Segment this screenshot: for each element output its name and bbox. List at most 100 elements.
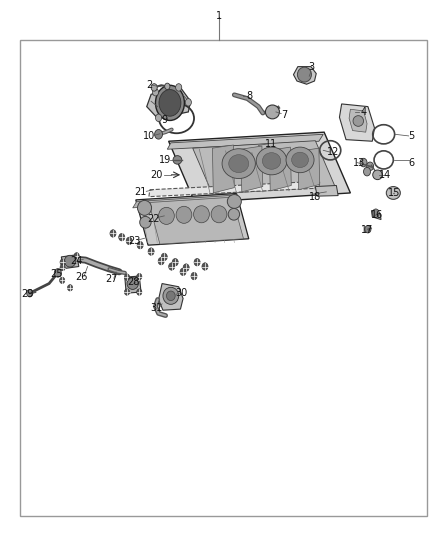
Ellipse shape (159, 90, 181, 116)
Text: 19: 19 (159, 155, 172, 165)
Ellipse shape (360, 158, 367, 167)
Circle shape (137, 289, 142, 295)
Polygon shape (136, 193, 249, 245)
Text: 15: 15 (388, 188, 400, 198)
Text: 20: 20 (151, 170, 163, 180)
Circle shape (148, 248, 154, 255)
Circle shape (110, 230, 116, 237)
Circle shape (74, 253, 79, 259)
Ellipse shape (292, 152, 308, 167)
Text: 25: 25 (51, 269, 63, 279)
Polygon shape (293, 67, 316, 84)
Polygon shape (349, 109, 367, 132)
Circle shape (137, 241, 143, 249)
Ellipse shape (372, 209, 379, 217)
Ellipse shape (155, 114, 162, 122)
Ellipse shape (211, 206, 227, 223)
Text: 1: 1 (216, 11, 222, 21)
Polygon shape (61, 255, 79, 269)
Polygon shape (169, 132, 350, 203)
Ellipse shape (140, 216, 151, 228)
Text: 30: 30 (176, 288, 188, 298)
Circle shape (60, 259, 65, 265)
Ellipse shape (256, 147, 287, 175)
Polygon shape (193, 141, 335, 194)
Circle shape (172, 259, 178, 266)
Text: 28: 28 (127, 278, 140, 287)
Circle shape (126, 237, 132, 245)
Ellipse shape (163, 287, 179, 304)
Text: 7: 7 (282, 110, 288, 119)
Circle shape (194, 259, 200, 266)
Ellipse shape (373, 170, 382, 180)
Text: 21: 21 (134, 187, 146, 197)
Ellipse shape (173, 156, 182, 164)
Ellipse shape (185, 99, 191, 106)
Ellipse shape (286, 147, 314, 173)
Ellipse shape (176, 206, 192, 223)
Ellipse shape (176, 84, 182, 91)
Ellipse shape (54, 269, 61, 277)
Text: 10: 10 (143, 131, 155, 141)
Text: 13: 13 (353, 158, 365, 167)
Circle shape (67, 285, 73, 291)
Polygon shape (371, 211, 381, 220)
Text: 22: 22 (147, 214, 159, 223)
Ellipse shape (166, 291, 175, 301)
Ellipse shape (297, 67, 311, 82)
Text: 6: 6 (409, 158, 415, 167)
Polygon shape (315, 185, 338, 196)
Ellipse shape (165, 83, 170, 90)
Circle shape (119, 233, 125, 241)
Ellipse shape (222, 149, 255, 179)
Ellipse shape (194, 206, 209, 223)
Ellipse shape (227, 195, 241, 208)
Ellipse shape (155, 130, 162, 139)
Ellipse shape (229, 155, 249, 173)
Circle shape (180, 268, 186, 276)
Text: 5: 5 (409, 131, 415, 141)
Text: 3: 3 (308, 62, 314, 71)
Ellipse shape (138, 200, 152, 215)
Ellipse shape (365, 225, 371, 233)
Polygon shape (339, 104, 374, 141)
Circle shape (124, 289, 130, 295)
Circle shape (158, 257, 164, 265)
Bar (20, 40, 427, 516)
Text: 8: 8 (247, 91, 253, 101)
Circle shape (161, 253, 167, 261)
Polygon shape (125, 276, 141, 293)
Ellipse shape (152, 88, 159, 96)
Text: 23: 23 (129, 236, 141, 246)
Ellipse shape (367, 162, 374, 171)
Text: 4: 4 (360, 107, 367, 117)
Circle shape (137, 273, 142, 280)
Polygon shape (269, 147, 291, 191)
Text: 16: 16 (371, 211, 383, 220)
Text: 27: 27 (106, 274, 118, 284)
Text: 11: 11 (265, 139, 278, 149)
Text: 18: 18 (309, 192, 321, 202)
Ellipse shape (265, 105, 279, 119)
Polygon shape (298, 148, 320, 190)
Ellipse shape (127, 278, 138, 289)
Polygon shape (147, 86, 191, 118)
Ellipse shape (353, 116, 364, 126)
Text: 17: 17 (361, 225, 373, 235)
Circle shape (124, 274, 130, 280)
Polygon shape (241, 146, 263, 192)
Ellipse shape (64, 255, 76, 267)
Ellipse shape (262, 152, 281, 169)
Polygon shape (133, 195, 236, 208)
Ellipse shape (27, 289, 33, 297)
Polygon shape (159, 284, 183, 310)
Ellipse shape (159, 207, 174, 224)
Circle shape (60, 264, 65, 271)
Ellipse shape (386, 187, 400, 199)
Text: 2: 2 (146, 80, 152, 90)
Text: 24: 24 (71, 256, 83, 266)
Circle shape (191, 272, 197, 280)
Polygon shape (167, 134, 323, 149)
Circle shape (60, 277, 65, 284)
Ellipse shape (155, 85, 184, 120)
